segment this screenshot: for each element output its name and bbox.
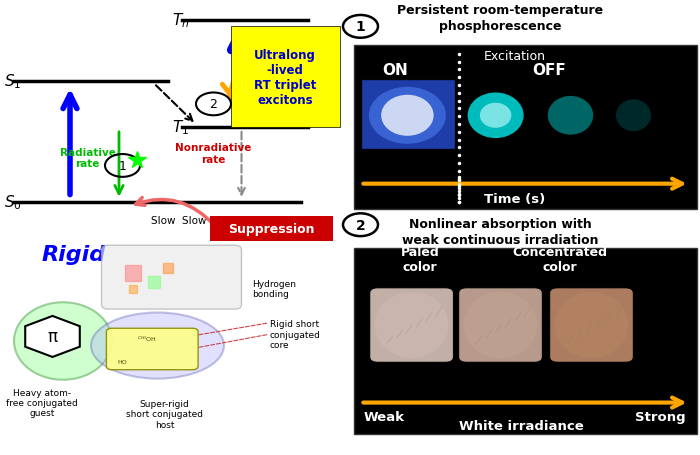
Text: $T_1$: $T_1$ (172, 118, 188, 137)
Text: Ultralong
-lived
RT triplet
excitons: Ultralong -lived RT triplet excitons (254, 48, 316, 106)
Text: 1: 1 (356, 20, 365, 34)
FancyBboxPatch shape (106, 329, 198, 370)
Text: Radiative
rate: Radiative rate (60, 147, 116, 169)
FancyBboxPatch shape (458, 288, 542, 363)
Text: Excitation: Excitation (484, 51, 545, 63)
Text: Nonlinear absorption with
weak continuous irradiation: Nonlinear absorption with weak continuou… (402, 217, 598, 247)
Text: Super-rigid
short conjugated
host: Super-rigid short conjugated host (126, 399, 203, 429)
Text: ON: ON (383, 63, 408, 78)
Text: Slow  Slow: Slow Slow (150, 216, 206, 226)
Ellipse shape (480, 103, 511, 128)
Text: Weak: Weak (364, 410, 405, 423)
Text: Concentrated
color: Concentrated color (512, 245, 608, 273)
Text: Time (s): Time (s) (484, 193, 545, 206)
Text: $S_1$: $S_1$ (4, 72, 21, 91)
Text: Suppression: Suppression (228, 222, 314, 235)
Text: $T_n$: $T_n$ (172, 11, 189, 30)
Ellipse shape (468, 93, 524, 139)
Ellipse shape (14, 303, 112, 380)
Text: HO: HO (118, 359, 127, 364)
Ellipse shape (463, 293, 538, 359)
FancyBboxPatch shape (550, 288, 634, 363)
Ellipse shape (547, 96, 594, 136)
Ellipse shape (91, 313, 224, 379)
Text: Rigid short
conjugated
core: Rigid short conjugated core (270, 319, 321, 349)
FancyBboxPatch shape (354, 248, 696, 435)
FancyBboxPatch shape (102, 246, 242, 309)
FancyBboxPatch shape (210, 216, 332, 241)
Text: $^{CH_3}$OH: $^{CH_3}$OH (137, 334, 157, 344)
Text: Strong: Strong (636, 410, 686, 423)
Text: White irradiance: White irradiance (459, 419, 584, 432)
Text: Nonradiative
rate: Nonradiative rate (175, 143, 252, 164)
Text: Heavy atom-
free conjugated
guest: Heavy atom- free conjugated guest (6, 388, 78, 418)
Text: Persistent room-temperature
phosphorescence: Persistent room-temperature phosphoresce… (398, 4, 603, 33)
Ellipse shape (381, 96, 433, 136)
Text: 2: 2 (209, 98, 218, 111)
Text: π: π (48, 328, 57, 346)
Text: OFF: OFF (533, 63, 566, 78)
Ellipse shape (616, 100, 651, 132)
FancyBboxPatch shape (354, 46, 696, 209)
FancyBboxPatch shape (370, 288, 454, 363)
FancyBboxPatch shape (231, 27, 340, 127)
Ellipse shape (375, 293, 448, 359)
Text: 1: 1 (118, 160, 127, 172)
Text: Hydrogen
bonding: Hydrogen bonding (252, 279, 296, 298)
Text: 2: 2 (356, 218, 365, 232)
Ellipse shape (554, 293, 629, 359)
Ellipse shape (369, 87, 446, 145)
Text: $S_0$: $S_0$ (4, 193, 21, 212)
FancyBboxPatch shape (360, 80, 455, 150)
Text: Paled
color: Paled color (400, 245, 440, 273)
Text: Rigid: Rigid (42, 245, 106, 265)
Circle shape (196, 93, 231, 116)
